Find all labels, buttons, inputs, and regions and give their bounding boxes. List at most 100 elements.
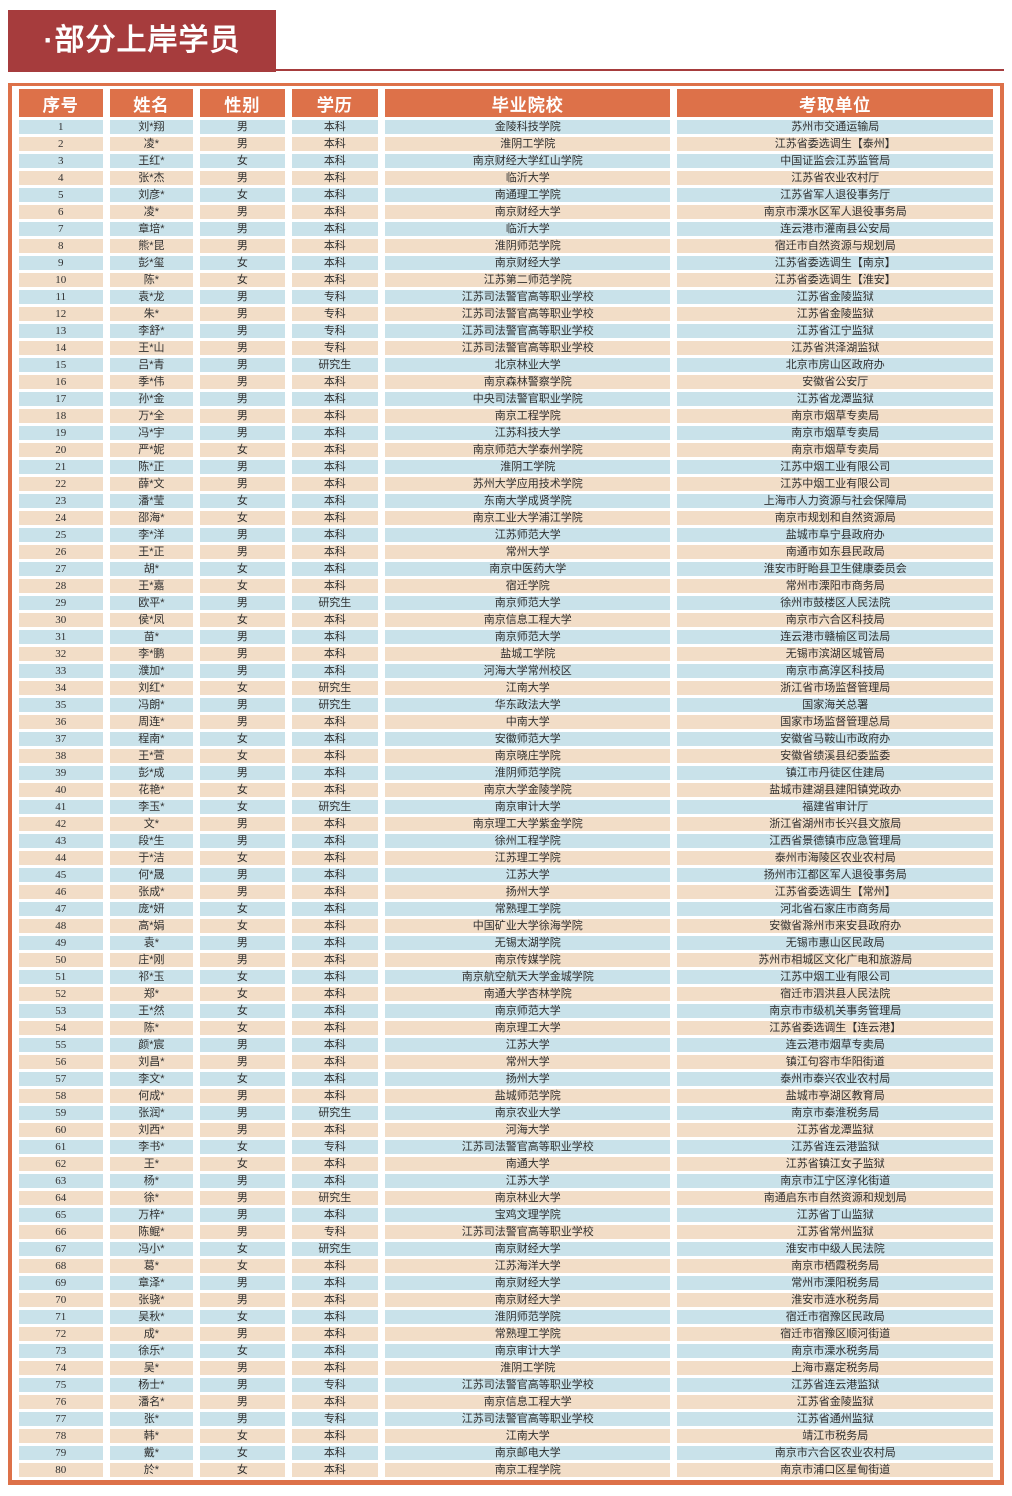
table-row: 19 冯*宇男本科 江苏科技大学 南京市烟草专卖局: [19, 426, 993, 440]
name-cell: 胡*: [109, 562, 194, 576]
gender-cell: 男: [200, 205, 285, 219]
education-cell: 本科: [291, 953, 378, 967]
name-cell: 李舒*: [109, 324, 194, 338]
name-cell: 严*妮: [109, 443, 194, 457]
school-cell: 淮阴师范学院: [385, 766, 671, 780]
unit-cell: 江苏省委选调生【泰州】: [677, 137, 993, 151]
name-cell: 孙*金: [109, 392, 194, 406]
name-cell: 王*嘉: [109, 579, 194, 593]
table-row: 60 刘西* 男本科 河海大学 江苏省龙潭监狱: [19, 1123, 993, 1137]
name-cell: 段*生: [109, 834, 194, 848]
name-cell: 张骁*: [109, 1293, 194, 1307]
name-cell: 张*: [109, 1412, 194, 1426]
school-cell: 南京信息工程大学: [385, 1395, 671, 1409]
unit-cell: 北京市房山区政府办: [677, 358, 993, 372]
row-number-cell: 31: [19, 630, 103, 644]
unit-cell: 江苏省镇江女子监狱: [677, 1157, 993, 1171]
school-cell: 苏州大学应用技术学院: [385, 477, 671, 491]
table-row: 38 王*萱女本科 南京晓庄学院 安徽省绩溪县纪委监委: [19, 749, 993, 763]
name-cell: 李*洋: [109, 528, 194, 542]
row-number-cell: 76: [19, 1395, 103, 1409]
unit-cell: 南京市六合区科技局: [677, 613, 993, 627]
gender-cell: 女: [200, 154, 285, 168]
title-underline: [8, 69, 1004, 71]
school-cell: 东南大学成贤学院: [385, 494, 671, 508]
table-row: 51 祁*玉女本科 南京航空航天大学金城学院 江苏中烟工业有限公司: [19, 970, 993, 984]
row-number-cell: 69: [19, 1276, 103, 1290]
gender-cell: 男: [200, 834, 285, 848]
gender-cell: 男: [200, 1191, 285, 1205]
table-row: 54 陈* 女本科 南京理工大学 江苏省委选调生【连云港】: [19, 1021, 993, 1035]
gender-cell: 男: [200, 1276, 285, 1290]
name-cell: 邵海*: [109, 511, 194, 525]
name-cell: 袁*龙: [109, 290, 194, 304]
table-row: 65 万梓* 男本科 宝鸡文理学院 江苏省丁山监狱: [19, 1208, 993, 1222]
school-cell: 南京财经大学: [385, 205, 671, 219]
name-cell: 章培*: [109, 222, 194, 236]
table-row: 43 段*生男本科 徐州工程学院 江西省景德镇市应急管理局: [19, 834, 993, 848]
table-row: 18 万*全男本科 南京工程学院 南京市烟草专卖局: [19, 409, 993, 423]
name-cell: 王*正: [109, 545, 194, 559]
name-cell: 薛*文: [109, 477, 194, 491]
table-row: 75 杨士* 男专科 江苏司法警官高等职业学校 江苏省连云港监狱: [19, 1378, 993, 1392]
school-cell: 江苏海洋大学: [385, 1259, 671, 1273]
school-cell: 南京航空航天大学金城学院: [385, 970, 671, 984]
school-cell: 南京师范大学: [385, 630, 671, 644]
pass-list-table: 序号 姓名 性别 学历 毕业院校 考取单位 1 刘*翔男本科 金陵科技学院 苏州市交通运输局 2 凌…: [8, 83, 1004, 1485]
table-row: 7 章培* 男本科 临沂大学 连云港市灌南县公安局: [19, 222, 993, 236]
education-cell: 本科: [291, 1463, 378, 1477]
row-number-cell: 20: [19, 443, 103, 457]
school-cell: 江苏大学: [385, 868, 671, 882]
row-number-cell: 67: [19, 1242, 103, 1256]
education-cell: 本科: [291, 171, 378, 185]
column-header-name: 姓名: [109, 89, 194, 117]
unit-cell: 扬州市江都区军人退役事务局: [677, 868, 993, 882]
gender-cell: 男: [200, 698, 285, 712]
row-number-cell: 5: [19, 188, 103, 202]
unit-cell: 镇江句容市华阳街道: [677, 1055, 993, 1069]
gender-cell: 男: [200, 647, 285, 661]
gender-cell: 男: [200, 341, 285, 355]
unit-cell: 苏州市交通运输局: [677, 120, 993, 134]
unit-cell: 江苏省龙潭监狱: [677, 1123, 993, 1137]
row-number-cell: 9: [19, 256, 103, 270]
education-cell: 本科: [291, 120, 378, 134]
unit-cell: 江苏中烟工业有限公司: [677, 460, 993, 474]
name-cell: 王红*: [109, 154, 194, 168]
name-cell: 刘彦*: [109, 188, 194, 202]
education-cell: 本科: [291, 851, 378, 865]
table-row: 1 刘*翔男本科 金陵科技学院 苏州市交通运输局: [19, 120, 993, 134]
gender-cell: 女: [200, 256, 285, 270]
gender-cell: 男: [200, 596, 285, 610]
education-cell: 本科: [291, 936, 378, 950]
table-row: 68 葛* 女本科 江苏海洋大学 南京市栖霞税务局: [19, 1259, 993, 1273]
school-cell: 常州大学: [385, 545, 671, 559]
gender-cell: 女: [200, 511, 285, 525]
unit-cell: 泰州市海陵区农业农村局: [677, 851, 993, 865]
school-cell: 南京理工大学紫金学院: [385, 817, 671, 831]
gender-cell: 男: [200, 460, 285, 474]
gender-cell: 女: [200, 1310, 285, 1324]
table-row: 66 陈鲲* 男专科 江苏司法警官高等职业学校 江苏省常州监狱: [19, 1225, 993, 1239]
education-cell: 本科: [291, 987, 378, 1001]
gender-cell: 女: [200, 273, 285, 287]
table-row: 44 于*洁女本科 江苏理工学院 泰州市海陵区农业农村局: [19, 851, 993, 865]
name-cell: 程南*: [109, 732, 194, 746]
education-cell: 本科: [291, 545, 378, 559]
school-cell: 宿迁学院: [385, 579, 671, 593]
education-cell: 本科: [291, 732, 378, 746]
row-number-cell: 49: [19, 936, 103, 950]
table-row: 29 欧平* 男研究生 南京师范大学 徐州市鼓楼区人民法院: [19, 596, 993, 610]
unit-cell: 安徽省绩溪县纪委监委: [677, 749, 993, 763]
school-cell: 江苏师范大学: [385, 528, 671, 542]
education-cell: 本科: [291, 375, 378, 389]
gender-cell: 男: [200, 1361, 285, 1375]
education-cell: 本科: [291, 1259, 378, 1273]
school-cell: 南京师范大学泰州学院: [385, 443, 671, 457]
gender-cell: 男: [200, 137, 285, 151]
name-cell: 于*洁: [109, 851, 194, 865]
table-row: 63 杨* 男本科 江苏大学 南京市江宁区淳化街道: [19, 1174, 993, 1188]
unit-cell: 江苏省洪泽湖监狱: [677, 341, 993, 355]
row-number-cell: 8: [19, 239, 103, 253]
gender-cell: 女: [200, 562, 285, 576]
